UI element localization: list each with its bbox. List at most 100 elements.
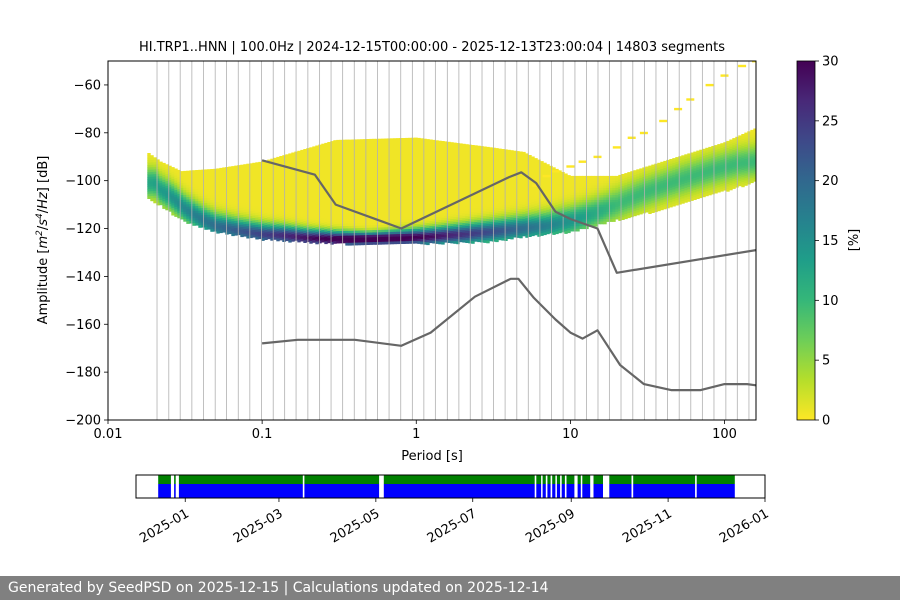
density-cell <box>408 233 412 237</box>
density-cell <box>222 181 226 185</box>
density-cell <box>534 201 538 205</box>
density-cell <box>423 167 427 171</box>
density-cell <box>279 218 283 222</box>
density-cell <box>270 168 274 172</box>
density-cell <box>348 204 352 208</box>
density-cell <box>462 153 466 157</box>
density-cell <box>465 233 469 236</box>
density-cell <box>471 145 475 148</box>
density-cell <box>324 212 328 216</box>
density-cell <box>546 207 550 211</box>
density-cell <box>471 188 475 191</box>
density-cell <box>450 175 454 179</box>
density-cell <box>201 176 205 180</box>
density-cell <box>516 206 520 210</box>
density-cell <box>282 236 286 240</box>
density-cell <box>192 223 196 226</box>
density-cell <box>456 155 460 158</box>
density-cell <box>420 231 424 235</box>
density-cell <box>231 216 235 220</box>
density-cell <box>558 182 562 186</box>
density-cell <box>270 192 274 196</box>
density-cell <box>507 195 511 199</box>
density-cell <box>288 232 292 236</box>
density-cell <box>372 177 376 180</box>
density-cell <box>549 168 553 171</box>
density-cell <box>321 143 325 147</box>
density-cell <box>531 182 535 186</box>
density-cell <box>462 175 466 178</box>
density-cell <box>552 172 556 175</box>
density-cell <box>336 180 340 184</box>
density-cell <box>246 221 250 225</box>
density-cell <box>540 194 544 198</box>
density-cell <box>405 188 409 192</box>
density-cell <box>558 201 562 205</box>
density-cell <box>234 220 238 224</box>
density-cell <box>510 193 514 197</box>
density-cell <box>426 235 430 238</box>
density-cell <box>225 169 229 173</box>
density-cell <box>366 153 370 157</box>
density-cell <box>279 192 283 195</box>
density-cell <box>492 166 496 170</box>
density-cell <box>450 192 454 196</box>
density-cell <box>171 212 175 216</box>
density-cell <box>225 179 229 182</box>
density-cell <box>486 149 490 153</box>
density-cell <box>327 170 331 174</box>
density-cell <box>225 198 229 201</box>
density-cell <box>453 176 457 179</box>
density-cell <box>150 162 154 166</box>
density-cell <box>450 197 454 201</box>
density-cell <box>192 196 196 200</box>
density-cell <box>486 221 490 225</box>
density-cell <box>405 238 409 242</box>
density-cell <box>342 144 346 148</box>
density-cell <box>507 224 511 227</box>
density-cell <box>429 209 433 212</box>
density-cell <box>333 197 337 201</box>
density-cell <box>489 188 493 191</box>
density-cell <box>570 216 574 220</box>
density-cell <box>534 222 538 226</box>
density-cell <box>408 231 412 235</box>
density-cell <box>363 151 367 154</box>
density-cell <box>330 148 334 152</box>
density-cell <box>438 234 442 238</box>
density-cell <box>222 177 226 180</box>
density-cell <box>282 191 286 194</box>
density-cell <box>492 212 496 216</box>
density-cell <box>570 178 574 182</box>
density-cell <box>393 236 397 240</box>
density-cell <box>564 175 568 179</box>
density-cell <box>537 166 541 170</box>
density-cell <box>534 194 538 197</box>
density-cell <box>474 238 478 242</box>
density-cell <box>282 217 286 221</box>
density-cell <box>558 206 562 210</box>
density-cell <box>396 138 400 141</box>
density-cell <box>513 232 517 236</box>
density-cell <box>528 179 532 182</box>
density-cell <box>408 241 412 244</box>
density-cell <box>501 233 505 236</box>
density-cell <box>432 187 436 191</box>
density-cell <box>180 173 184 177</box>
density-cell <box>456 143 460 146</box>
density-cell <box>471 229 475 232</box>
density-cell <box>450 185 454 189</box>
density-cell <box>357 235 361 239</box>
density-cell <box>570 204 574 208</box>
density-cell <box>552 181 556 185</box>
density-cell <box>360 242 364 246</box>
density-cell <box>471 154 475 158</box>
density-cell <box>363 146 367 150</box>
density-cell <box>156 169 160 172</box>
density-cell <box>336 219 340 222</box>
density-cell <box>411 176 415 179</box>
density-cell <box>249 201 253 205</box>
density-cell <box>483 148 487 152</box>
density-cell <box>258 236 262 240</box>
density-cell <box>237 225 241 228</box>
